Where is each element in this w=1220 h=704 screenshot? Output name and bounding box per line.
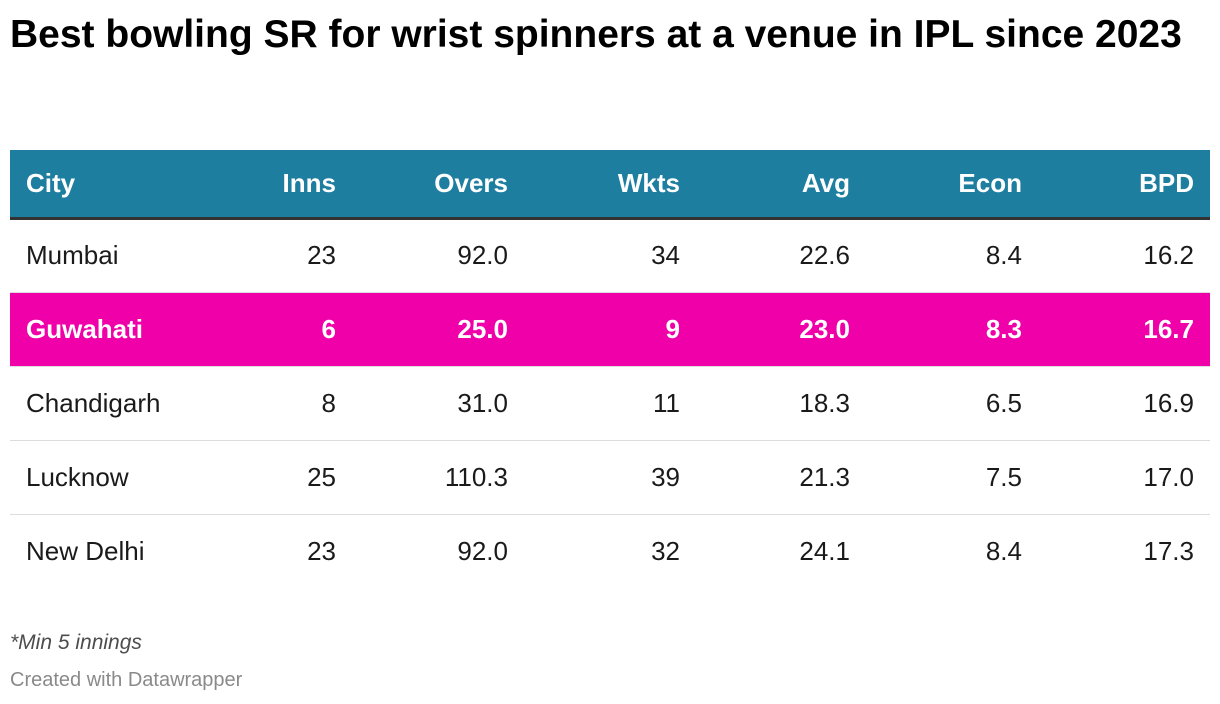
- table-row: Chandigarh 8 31.0 11 18.3 6.5 16.9: [10, 366, 1210, 441]
- cell-econ: 8.4: [866, 218, 1038, 293]
- cell-bpd: 16.7: [1038, 292, 1210, 367]
- chart-title: Best bowling SR for wrist spinners at a …: [10, 13, 1182, 56]
- cell-inns: 23: [182, 218, 352, 293]
- table-row: New Delhi 23 92.0 32 24.1 8.4 17.3: [10, 514, 1210, 588]
- cell-bpd: 17.0: [1038, 440, 1210, 515]
- cell-city: New Delhi: [26, 535, 145, 566]
- column-header-city: City: [10, 150, 182, 220]
- column-header-overs: Overs: [352, 150, 524, 220]
- cell-inns: 23: [307, 535, 336, 566]
- cell-avg: 24.1: [799, 535, 850, 566]
- cell-wkts: 11: [524, 366, 696, 441]
- table-body: Mumbai 23 92.0 34 22.6 8.4 16.2 Guwahati…: [10, 218, 1210, 588]
- column-header-econ: Econ: [866, 150, 1038, 220]
- cell-city: Guwahati: [10, 292, 182, 367]
- cell-overs: 92.0: [457, 535, 508, 566]
- cell-overs: 25.0: [352, 292, 524, 367]
- column-header-wkts: Wkts: [524, 150, 696, 220]
- cell-inns: 25: [182, 440, 352, 515]
- column-header-inns: Inns: [182, 150, 352, 220]
- cell-econ: 8.3: [866, 292, 1038, 367]
- cell-avg: 22.6: [696, 218, 866, 293]
- table-row: Mumbai 23 92.0 34 22.6 8.4 16.2: [10, 218, 1210, 293]
- table-header: City Inns Overs Wkts Avg Econ BPD: [10, 150, 1210, 220]
- table-row: Lucknow 25 110.3 39 21.3 7.5 17.0: [10, 440, 1210, 515]
- cell-wkts: 32: [651, 535, 680, 566]
- cell-wkts: 9: [524, 292, 696, 367]
- credit-line: Created with Datawrapper: [10, 669, 243, 691]
- cell-city: Mumbai: [10, 218, 182, 293]
- cell-bpd: 16.9: [1038, 366, 1210, 441]
- cell-overs: 92.0: [352, 218, 524, 293]
- footnote: *Min 5 innings: [10, 631, 142, 654]
- cell-inns: 8: [182, 366, 352, 441]
- cell-overs: 31.0: [352, 366, 524, 441]
- cell-wkts: 34: [524, 218, 696, 293]
- stats-table: City Inns Overs Wkts Avg Econ BPD Mumbai…: [10, 150, 1210, 588]
- cell-city: Lucknow: [10, 440, 182, 515]
- cell-econ: 8.4: [985, 535, 1022, 566]
- cell-inns: 6: [182, 292, 352, 367]
- cell-avg: 23.0: [696, 292, 866, 367]
- column-header-avg: Avg: [696, 150, 866, 220]
- column-header-bpd: BPD: [1038, 150, 1210, 220]
- header-row: City Inns Overs Wkts Avg Econ BPD: [10, 150, 1210, 220]
- cell-bpd: 16.2: [1038, 218, 1210, 293]
- cell-wkts: 39: [524, 440, 696, 515]
- cell-bpd: 17.3: [1143, 535, 1194, 566]
- cell-avg: 18.3: [696, 366, 866, 441]
- cell-avg: 21.3: [696, 440, 866, 515]
- table-row: Guwahati 6 25.0 9 23.0 8.3 16.7: [10, 292, 1210, 367]
- cell-city: Chandigarh: [10, 366, 182, 441]
- cell-econ: 6.5: [866, 366, 1038, 441]
- cell-overs: 110.3: [352, 440, 524, 515]
- cell-econ: 7.5: [866, 440, 1038, 515]
